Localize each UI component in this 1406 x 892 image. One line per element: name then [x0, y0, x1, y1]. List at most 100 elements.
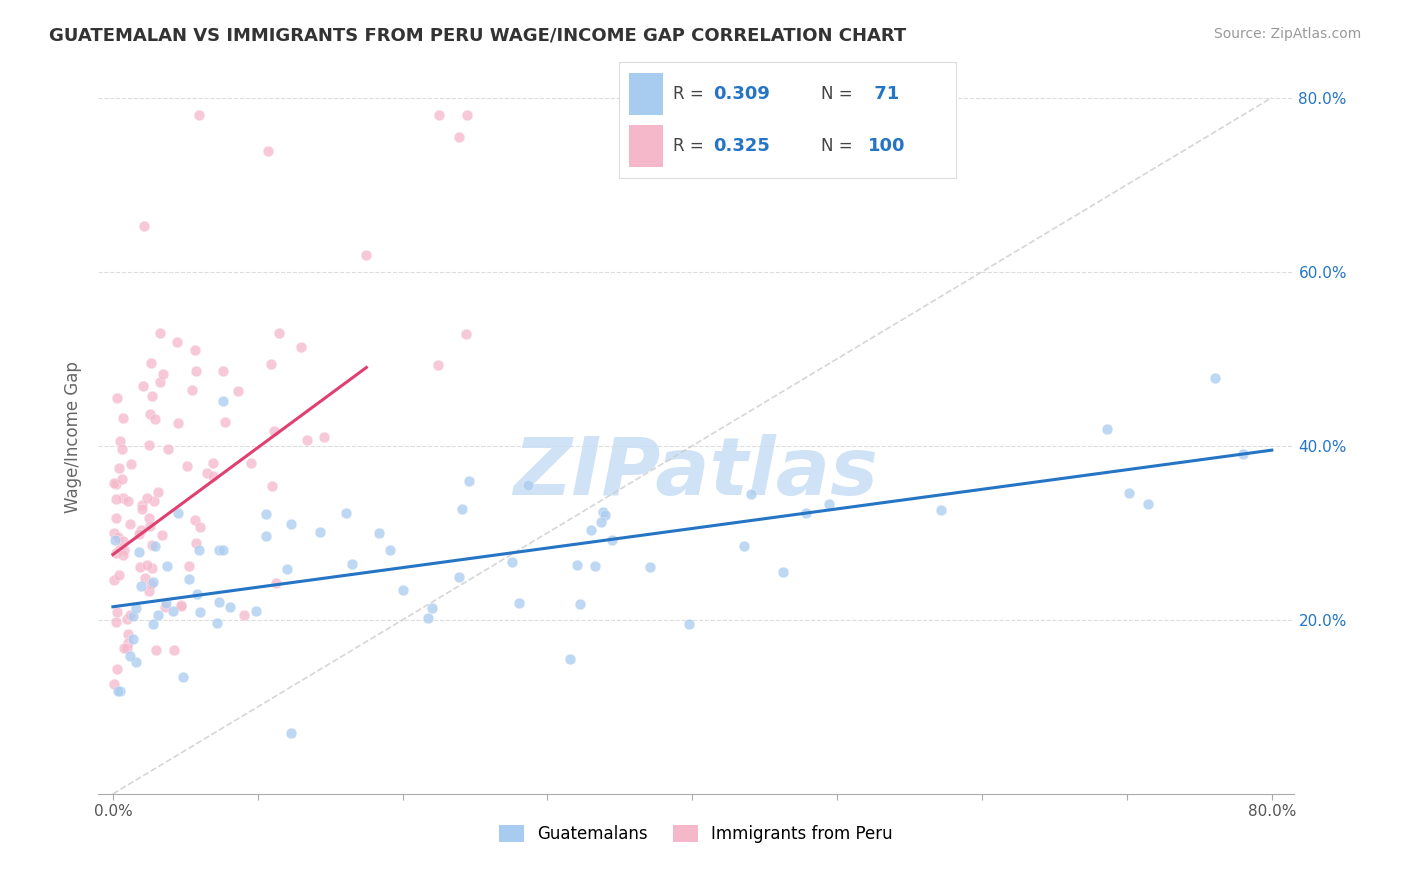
Point	[280, 726, 302, 740]
Point	[125, 656, 148, 670]
Bar	[628, 125, 662, 167]
Point	[105, 662, 128, 676]
Point	[929, 502, 952, 516]
Point	[565, 558, 588, 572]
Point	[260, 479, 283, 493]
Point	[105, 510, 128, 524]
Text: GUATEMALAN VS IMMIGRANTS FROM PERU WAGE/INCOME GAP CORRELATION CHART: GUATEMALAN VS IMMIGRANTS FROM PERU WAGE/…	[49, 27, 907, 45]
Point	[155, 596, 177, 610]
Point	[263, 424, 285, 438]
Text: ZIPatlas: ZIPatlas	[513, 434, 879, 512]
Point	[167, 416, 190, 430]
Point	[595, 508, 617, 522]
Point	[118, 608, 141, 623]
Point	[108, 684, 131, 698]
Point	[166, 334, 188, 349]
Text: N =: N =	[821, 137, 858, 155]
Point	[150, 527, 173, 541]
Text: 100: 100	[869, 137, 905, 155]
Point	[176, 458, 198, 473]
Point	[111, 473, 134, 487]
Point	[105, 476, 128, 491]
Point	[592, 505, 614, 519]
Point	[740, 486, 762, 500]
Point	[156, 442, 179, 457]
Point	[105, 546, 128, 560]
Point	[153, 599, 176, 614]
Point	[142, 493, 165, 508]
Point	[1204, 371, 1226, 385]
Point	[212, 542, 235, 557]
Legend: Guatemalans, Immigrants from Peru: Guatemalans, Immigrants from Peru	[492, 818, 900, 850]
Point	[267, 326, 290, 340]
Point	[184, 513, 207, 527]
Point	[254, 528, 277, 542]
Point	[600, 533, 623, 548]
Point	[170, 599, 193, 614]
Point	[121, 608, 143, 623]
Point	[205, 615, 228, 630]
Point	[177, 572, 200, 586]
Point	[266, 576, 288, 591]
Text: 71: 71	[869, 85, 900, 103]
Point	[818, 497, 841, 511]
Point	[184, 343, 207, 357]
Point	[211, 363, 233, 377]
Point	[1136, 497, 1159, 511]
Point	[172, 671, 194, 685]
Point	[772, 566, 794, 580]
Point	[579, 523, 602, 537]
Point	[211, 394, 233, 409]
Point	[118, 517, 141, 532]
Point	[1232, 447, 1254, 461]
Point	[569, 597, 592, 611]
Point	[177, 558, 200, 573]
Point	[427, 358, 450, 372]
Point	[167, 506, 190, 520]
Point	[111, 411, 134, 425]
Point	[145, 642, 167, 657]
Point	[129, 523, 152, 537]
Point	[208, 595, 231, 609]
Point	[232, 607, 254, 622]
Point	[380, 542, 402, 557]
Point	[138, 438, 160, 452]
Point	[456, 326, 478, 341]
Point	[733, 539, 755, 553]
Point	[112, 640, 135, 655]
Point	[228, 384, 250, 399]
Point	[129, 560, 152, 574]
Point	[1095, 422, 1118, 436]
Point	[139, 577, 162, 591]
Point	[145, 412, 167, 426]
Point	[335, 506, 357, 520]
Text: 0.325: 0.325	[713, 137, 770, 155]
Point	[508, 596, 530, 610]
Point	[104, 491, 127, 506]
Point	[139, 408, 162, 422]
Point	[354, 248, 377, 262]
Point	[591, 515, 613, 529]
Point	[141, 561, 163, 575]
Point	[128, 526, 150, 541]
Text: Source: ZipAtlas.com: Source: ZipAtlas.com	[1213, 27, 1361, 41]
Point	[517, 478, 540, 492]
Point	[188, 520, 211, 534]
Point	[450, 502, 472, 516]
Point	[149, 375, 172, 389]
Point	[103, 573, 125, 587]
Point	[170, 598, 193, 612]
Point	[156, 559, 179, 574]
Point	[112, 549, 135, 563]
Point	[257, 145, 280, 159]
Point	[276, 561, 298, 575]
Point	[135, 491, 157, 505]
Point	[112, 542, 135, 557]
Point	[138, 511, 160, 525]
Point	[245, 604, 267, 618]
Point	[585, 558, 607, 573]
Point	[186, 364, 208, 378]
Point	[184, 536, 207, 550]
Point	[148, 608, 170, 623]
Point	[135, 558, 157, 572]
